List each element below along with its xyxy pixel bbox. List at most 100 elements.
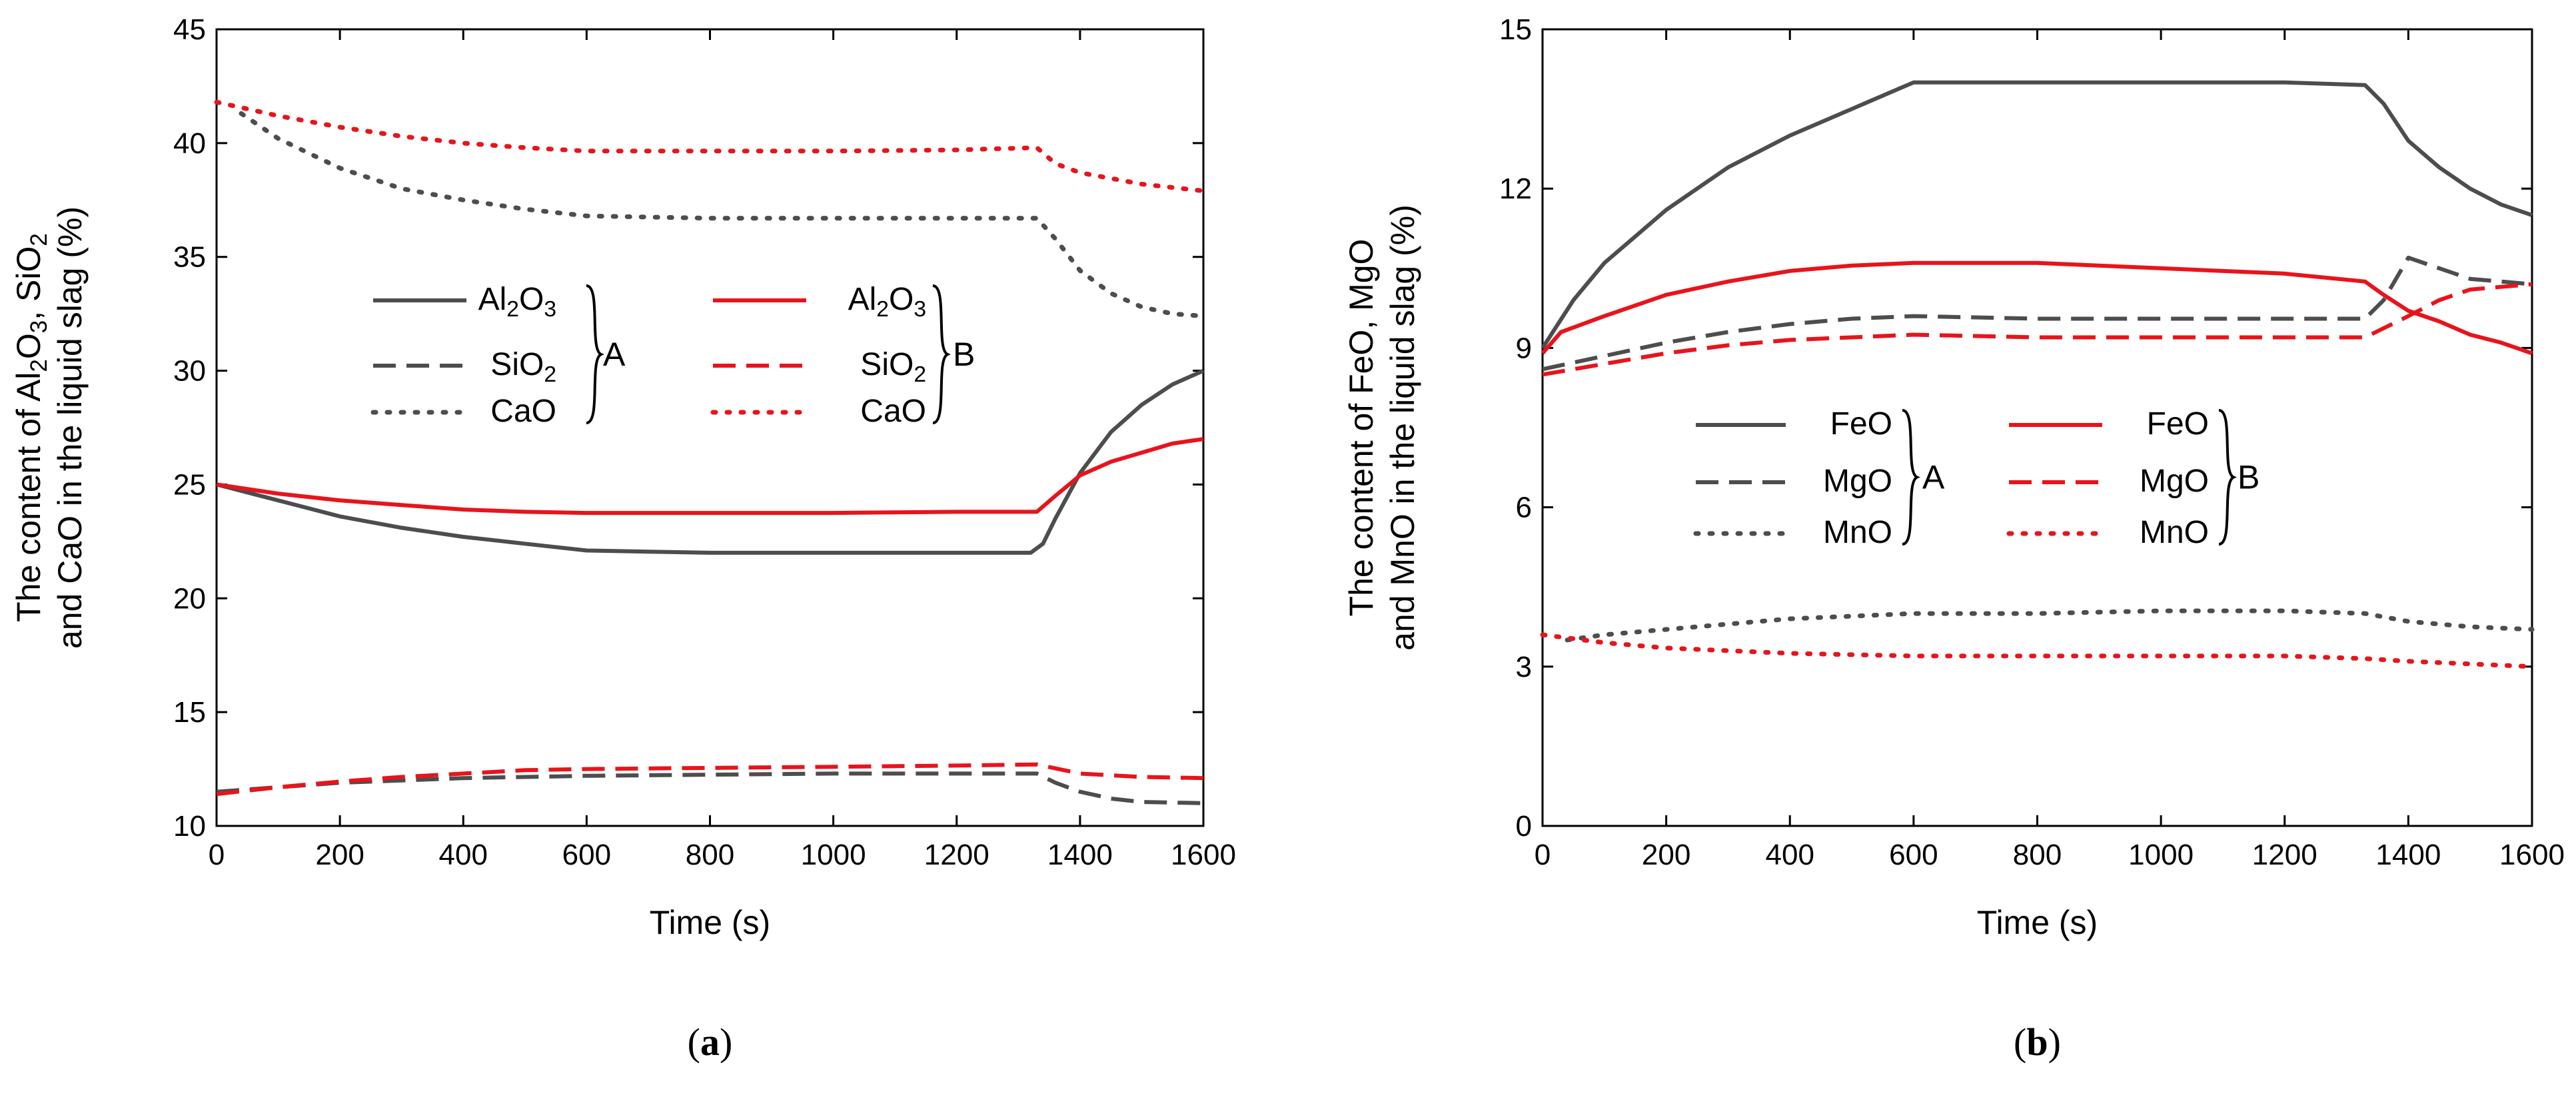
legend-brace	[586, 284, 604, 424]
x-tick-label: 1400	[2375, 839, 2441, 871]
y-tick-label: 12	[1499, 173, 1532, 205]
caption-close: )	[720, 1020, 732, 1064]
legend-group-letter: B	[953, 336, 975, 373]
x-tick-label: 1000	[801, 839, 866, 871]
text-run: Al	[478, 282, 507, 317]
text-run: and CaO in the liquid slag (%)	[51, 206, 89, 649]
x-tick-label: 1600	[2499, 839, 2565, 871]
y-tick-label: 0	[1516, 810, 1532, 843]
text-run: CaO	[490, 394, 556, 429]
y-tick-label: 25	[173, 468, 206, 501]
y-tick-label: 45	[173, 13, 206, 46]
x-axis-label: Time (s)	[1977, 904, 2098, 941]
legend-label: CaO	[490, 394, 556, 429]
y-axis-label-line: and CaO in the liquid slag (%)	[51, 206, 89, 649]
subscript: 2	[544, 362, 556, 387]
legend-label: MnO	[2140, 515, 2209, 550]
x-tick-label: 200	[315, 839, 364, 871]
x-tick-label: 800	[2013, 839, 2062, 871]
legend-label: FeO	[2147, 406, 2209, 442]
legend-label: Al2O3	[478, 282, 556, 322]
subscript: 2	[26, 359, 52, 372]
x-tick-label: 400	[1766, 839, 1814, 871]
series-line-feo-a	[1541, 80, 2533, 350]
text-run: O	[889, 282, 914, 317]
x-tick-label: 800	[686, 839, 734, 871]
caption-open: (	[2014, 1020, 2026, 1064]
plot-frame	[1541, 28, 2533, 827]
legend-label: MgO	[1823, 464, 1892, 499]
series-line-cao-a	[239, 111, 1206, 319]
y-tick-label: 15	[173, 696, 206, 729]
legend-label: MgO	[2140, 464, 2209, 499]
y-axis-label-line: The content of Al2O3, SiO2	[10, 233, 52, 622]
chart-panel-b: 0 200 400 600 800 1000 1200 1400 1600 0 3 6 9 12 15 Tim…	[1343, 13, 2565, 1064]
panel-caption: (a)	[688, 1020, 733, 1064]
subscript: 2	[914, 362, 926, 387]
legend-label: FeO	[1830, 406, 1892, 442]
panel-caption: (b)	[2014, 1020, 2061, 1064]
text-run: CaO	[860, 394, 926, 429]
plot-frame	[215, 28, 1205, 827]
series-line-al2o3-b	[216, 437, 1204, 516]
y-axis-label-line: The content of FeO, MgO	[1343, 239, 1380, 617]
text-run: O	[10, 333, 47, 359]
text-run: MnO	[2140, 515, 2209, 550]
series-line-mgo-a	[1542, 255, 2533, 372]
y-tick-label: 40	[173, 127, 206, 160]
subscript: 2	[26, 233, 52, 246]
legend-group-b: FeO MgO MnO B	[2006, 406, 2259, 550]
caption-close: )	[2048, 1020, 2061, 1064]
legend-brace	[932, 284, 951, 424]
x-tick-label: 1200	[924, 839, 989, 871]
text-run: MgO	[1823, 464, 1892, 499]
y-tick-label: 3	[1516, 651, 1532, 683]
subscript: 3	[544, 297, 556, 322]
legend-label: MnO	[1823, 515, 1892, 550]
series-line-sio2-b	[216, 762, 1204, 797]
text-run: Al	[848, 282, 877, 317]
legend-brace	[2218, 409, 2237, 546]
x-tick-label: 600	[1889, 839, 1938, 871]
x-tick-label: 400	[439, 839, 488, 871]
x-tick-label: 200	[1642, 839, 1690, 871]
x-tick-label: 1400	[1047, 839, 1113, 871]
y-tick-label: 10	[173, 810, 206, 843]
subscript: 3	[914, 297, 926, 322]
text-run: The content of FeO, MgO	[1343, 239, 1380, 617]
legend-label: Al2O3	[848, 282, 926, 322]
text-run: MgO	[2140, 464, 2209, 499]
legend-group-letter: A	[1922, 459, 1945, 496]
x-tick-label: 1000	[2128, 839, 2194, 871]
legend-group-letter: B	[2238, 459, 2259, 496]
caption-open: (	[688, 1020, 700, 1064]
text-run: , SiO	[10, 246, 47, 320]
caption-letter: b	[2026, 1020, 2048, 1064]
text-run: FeO	[1830, 406, 1892, 442]
subscript: 2	[876, 297, 889, 322]
text-run: MnO	[1823, 515, 1892, 550]
text-run: The content of Al	[10, 372, 47, 622]
y-tick-label: 20	[173, 582, 206, 615]
x-tick-label: 0	[1535, 839, 1551, 871]
text-run: SiO	[490, 347, 544, 382]
series-line-mgo-b	[1542, 282, 2533, 377]
x-tick-label: 600	[562, 839, 611, 871]
legend-label: SiO2	[490, 347, 556, 387]
y-axis-label-line: and MnO in the liquid slag (%)	[1384, 204, 1421, 651]
y-tick-label: 9	[1516, 332, 1532, 364]
caption-letter: a	[700, 1020, 720, 1064]
series-line-feo-b	[1541, 260, 2533, 356]
y-tick-label: 15	[1499, 13, 1532, 46]
series-line-cao-b	[214, 99, 1206, 194]
legend-label: CaO	[860, 394, 926, 429]
text-run: FeO	[2147, 406, 2209, 442]
y-tick-label: 6	[1516, 492, 1532, 524]
y-tick-label: 30	[173, 355, 206, 388]
series-line-mno-a	[1565, 608, 2535, 643]
x-tick-label: 1200	[2252, 839, 2317, 871]
legend-label: SiO2	[860, 347, 926, 387]
